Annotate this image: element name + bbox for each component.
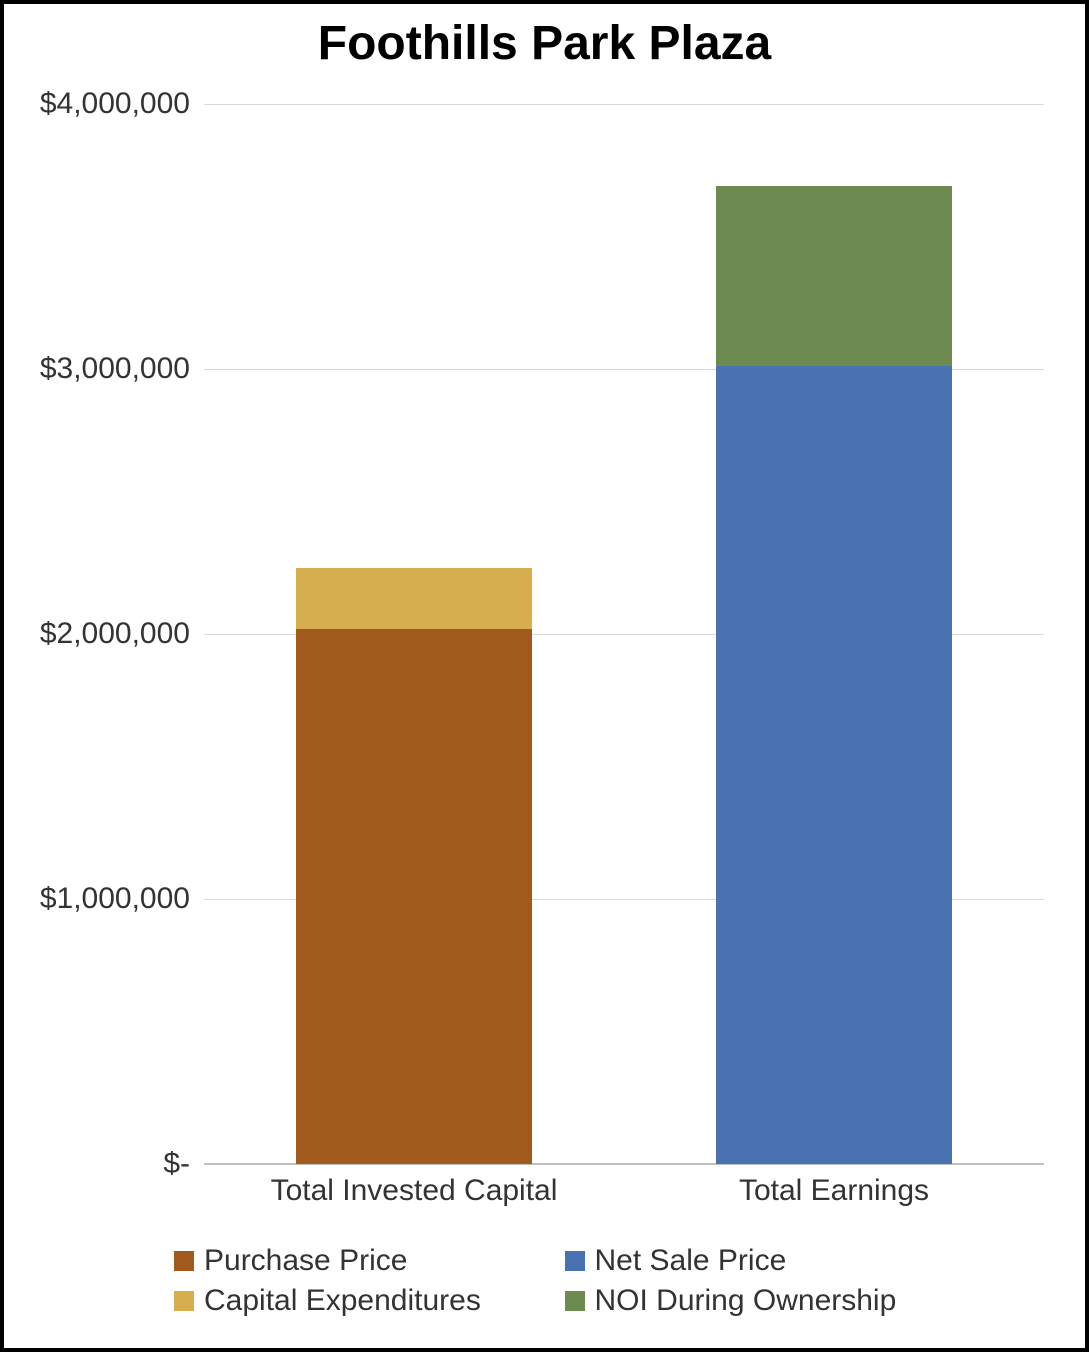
legend: Purchase Price Net Sale Price Capital Expe… [4, 1244, 1085, 1318]
plot-area: $-$1,000,000$2,000,000$3,000,000$4,000,0… [204, 104, 1044, 1164]
y-axis-label: $1,000,000 [40, 882, 204, 916]
x-axis-label: Total Invested Capital [271, 1164, 558, 1208]
y-axis-label: $4,000,000 [40, 87, 204, 121]
y-axis-label: $2,000,000 [40, 617, 204, 651]
chart-frame: Foothills Park Plaza $-$1,000,000$2,000,… [0, 0, 1089, 1352]
x-axis-label: Total Earnings [739, 1164, 929, 1208]
bar-group [296, 104, 531, 1164]
bar-segment-net-sale-price [716, 366, 951, 1164]
legend-swatch [565, 1291, 585, 1311]
legend-item-purchase-price: Purchase Price [174, 1244, 565, 1278]
legend-label: NOI During Ownership [595, 1284, 897, 1318]
bar-segment-noi-during-ownership [716, 186, 951, 366]
legend-item-net-sale-price: Net Sale Price [565, 1244, 956, 1278]
legend-swatch [174, 1291, 194, 1311]
legend-label: Purchase Price [204, 1244, 407, 1278]
legend-swatch [565, 1251, 585, 1271]
legend-label: Capital Expenditures [204, 1284, 481, 1318]
y-axis-label: $- [163, 1147, 204, 1181]
legend-item-capital-expenditures: Capital Expenditures [174, 1284, 565, 1318]
bar-segment-purchase-price [296, 629, 531, 1164]
legend-item-noi-during-ownership: NOI During Ownership [565, 1284, 956, 1318]
bar-group [716, 104, 951, 1164]
bar-segment-capital-expenditures [296, 568, 531, 629]
y-axis-label: $3,000,000 [40, 352, 204, 386]
legend-swatch [174, 1251, 194, 1271]
chart-title: Foothills Park Plaza [4, 16, 1085, 71]
legend-label: Net Sale Price [595, 1244, 787, 1278]
